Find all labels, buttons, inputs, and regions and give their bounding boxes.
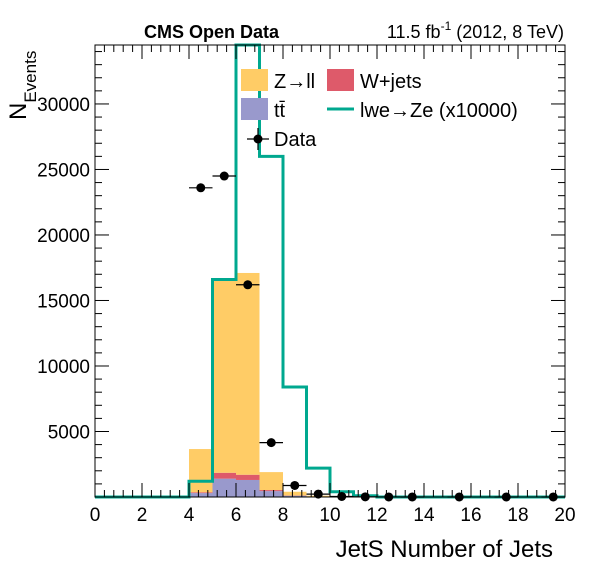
bar-zll-bin-4: [189, 449, 213, 493]
header-title: CMS Open Data: [144, 22, 280, 42]
x-tick-label-16: 16: [460, 505, 481, 526]
bar-zll-bin-7: [259, 472, 283, 491]
x-axis-title: JetS Number of Jets: [336, 536, 553, 563]
y-tick-label-5000: 5000: [48, 422, 90, 443]
y-tick-label-20000: 20000: [37, 226, 90, 247]
legend-marker-data: [253, 134, 263, 144]
legend-label-wjets: W+jets: [360, 71, 422, 93]
bar-zll-bin-5: [212, 278, 236, 473]
bar-ttbar-bin-4: [189, 493, 213, 497]
data-point-3: [266, 438, 276, 448]
bar-ttbar-bin-6: [236, 479, 260, 497]
tick-layer: [94, 45, 566, 498]
x-tick-label-12: 12: [366, 505, 387, 526]
bar-ttbar-bin-5: [212, 478, 236, 497]
bar-zll-bin-6: [236, 272, 260, 475]
data-point-0: [196, 183, 206, 193]
x-tick-label-2: 2: [137, 505, 148, 526]
x-tick-label-14: 14: [413, 505, 435, 526]
x-tick-label-18: 18: [507, 505, 528, 526]
bar-ttbar-bin-7: [259, 491, 283, 497]
y-tick-label-10000: 10000: [37, 357, 90, 378]
x-tick-label-4: 4: [184, 505, 195, 526]
bar-wjets-bin-6: [236, 474, 260, 480]
data-point-2: [243, 280, 253, 290]
y-tick-label-15000: 15000: [37, 291, 90, 312]
bar-wjets-bin-5: [212, 472, 236, 479]
legend-swatch-zll: [241, 69, 268, 91]
bar-ttbar-bin-8: [283, 495, 307, 497]
x-tick-label-6: 6: [231, 505, 242, 526]
x-tick-label-10: 10: [319, 505, 340, 526]
bar-wjets-bin-7: [259, 490, 283, 492]
bar-wjets-bin-4: [189, 492, 213, 494]
legend-label-zll: Z→ll: [274, 71, 315, 93]
legend-label-ttbar: tt̄: [274, 100, 286, 122]
x-tick-label-0: 0: [90, 505, 101, 526]
ticklabel-layer: 0 2 4 6 8 10 12 14 16 18 20 5000 10000 15000 20000 2500…: [37, 95, 575, 526]
legend-label-signal: lwe→Ze (x10000): [360, 100, 518, 122]
x-tick-label-20: 20: [554, 505, 575, 526]
x-tick-label-8: 8: [278, 505, 289, 526]
bar-zll-bin-8: [283, 491, 307, 496]
legend-label-data: Data: [274, 129, 317, 151]
y-axis-title: NEvents: [5, 51, 40, 120]
data-point-6: [337, 491, 347, 501]
data-point-1: [219, 171, 229, 181]
y-tick-label-30000: 30000: [37, 95, 90, 116]
data-point-4: [290, 480, 300, 490]
header-luminosity: 11.5 fb-1 (2012, 8 TeV): [387, 19, 564, 42]
legend: Z→ll W+jets tt̄ lwe→Ze (x10000) Data: [241, 69, 518, 151]
legend-swatch-wjets: [327, 69, 354, 91]
y-tick-label-25000: 25000: [37, 160, 90, 181]
legend-swatch-ttbar: [241, 98, 268, 120]
